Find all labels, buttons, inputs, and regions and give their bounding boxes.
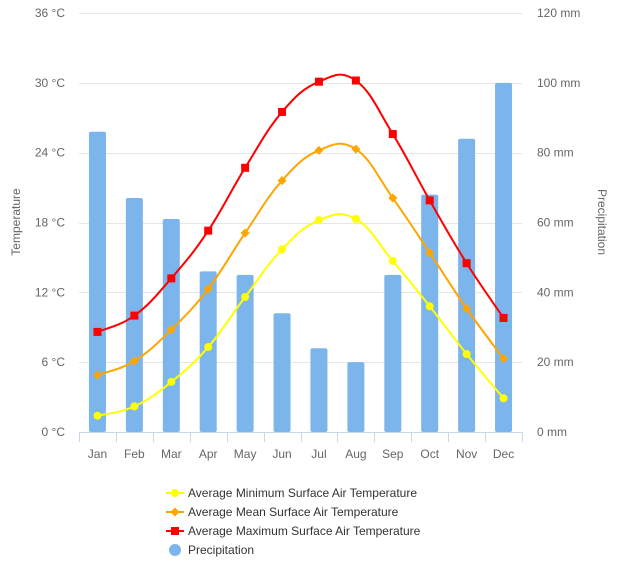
max-temp-line — [97, 73, 505, 333]
grid-lines — [79, 13, 522, 433]
left-tick-label: 30 °C — [35, 76, 65, 90]
min-temp-point — [167, 377, 176, 386]
legend-item[interactable]: Average Minimum Surface Air Temperature — [166, 486, 417, 500]
x-tick-label: Aug — [345, 447, 366, 461]
legend-label: Average Maximum Surface Air Temperature — [188, 524, 421, 538]
left-tick-label: 6 °C — [42, 355, 66, 369]
min-temp-line — [97, 213, 505, 417]
precipitation-bar — [88, 131, 106, 432]
right-tick-label: 80 mm — [537, 146, 574, 160]
x-tick-label: Mar — [161, 447, 182, 461]
left-tick-label: 18 °C — [35, 216, 65, 230]
max-temp-point — [204, 226, 213, 235]
left-tick-label: 12 °C — [35, 285, 65, 299]
left-tick-label: 36 °C — [35, 6, 65, 20]
mean-temp-point — [203, 284, 213, 294]
max-temp-point — [130, 311, 139, 320]
max-temp-point — [351, 76, 360, 85]
x-tick-label: Jul — [311, 447, 326, 461]
precipitation-bar — [421, 194, 439, 432]
mean-temp-point — [240, 228, 250, 238]
left-tick-label: 0 °C — [42, 425, 66, 439]
mean-temp-point — [462, 304, 472, 314]
right-tick-label: 0 mm — [537, 425, 567, 439]
legend: Average Minimum Surface Air Temperature A… — [166, 486, 421, 557]
min-temp-point — [462, 350, 471, 359]
min-temp-point — [241, 292, 250, 301]
precipitation-bar — [384, 274, 402, 432]
max-temp-point — [93, 327, 102, 336]
x-tick-label: May — [234, 447, 257, 461]
precipitation-bar — [236, 274, 254, 432]
x-tick-label: Oct — [420, 447, 439, 461]
right-axis-title: Precipitation — [595, 189, 609, 255]
precipitation-bar — [199, 271, 217, 432]
mean-temp-point — [166, 325, 176, 335]
x-tick-label: Jan — [88, 447, 107, 461]
legend-item[interactable]: Precipitation — [169, 543, 254, 557]
min-temp-point — [278, 245, 287, 254]
precipitation-bars — [88, 82, 513, 432]
x-tick-label: Nov — [456, 447, 477, 461]
legend-label: Average Mean Surface Air Temperature — [188, 505, 399, 519]
legend-marker-symbol — [171, 489, 179, 497]
legend-label: Average Minimum Surface Air Temperature — [188, 486, 417, 500]
min-temp-point — [204, 343, 213, 352]
legend-marker-symbol — [170, 507, 180, 517]
precipitation-bar — [273, 313, 291, 432]
precipitation-bar — [458, 138, 476, 432]
right-axis-ticks: 0 mm 20 mm 40 mm 60 mm 80 mm 100 mm 120 mm — [537, 6, 580, 439]
right-tick-label: 120 mm — [537, 6, 580, 20]
max-temp-point — [167, 274, 176, 283]
max-temp-point — [462, 259, 471, 268]
min-temp-point — [388, 256, 397, 265]
min-temp-point — [499, 394, 508, 403]
x-tick-label: Jun — [272, 447, 291, 461]
mean-temp-point — [499, 354, 509, 364]
precipitation-bar — [495, 82, 513, 432]
left-tick-label: 24 °C — [35, 146, 65, 160]
precipitation-bar — [347, 362, 365, 432]
mean-temp-point — [425, 248, 435, 258]
x-tick-label: Apr — [199, 447, 218, 461]
max-temp-point — [425, 196, 434, 205]
min-temp-point — [93, 411, 102, 420]
x-tick-label: Sep — [382, 447, 404, 461]
max-temp-point — [388, 130, 397, 139]
max-temp-point — [314, 77, 323, 86]
right-tick-label: 60 mm — [537, 216, 574, 230]
mean-temp-line — [97, 142, 505, 376]
min-temp-point — [314, 216, 323, 225]
right-tick-label: 100 mm — [537, 76, 580, 90]
legend-circle-symbol — [169, 544, 181, 556]
mean-temp-point — [314, 145, 324, 155]
right-tick-label: 20 mm — [537, 355, 574, 369]
mean-temp-point — [351, 144, 361, 154]
left-axis-title: Temperature — [9, 188, 23, 256]
max-temp-point — [278, 107, 287, 116]
x-tick-label: Dec — [493, 447, 514, 461]
precipitation-bar — [310, 348, 328, 432]
min-temp-point — [425, 302, 434, 311]
temperature-lines — [92, 73, 509, 420]
x-tick-label: Feb — [124, 447, 145, 461]
mean-temp-point — [129, 356, 139, 366]
max-temp-point — [499, 313, 508, 322]
legend-label: Precipitation — [188, 543, 254, 557]
legend-item[interactable]: Average Maximum Surface Air Temperature — [166, 524, 421, 538]
legend-marker-symbol — [171, 527, 179, 535]
min-temp-point — [130, 402, 139, 411]
mean-temp-point — [92, 370, 102, 380]
left-axis-ticks: 0 °C 6 °C 12 °C 18 °C 24 °C 30 °C 36 °C — [35, 6, 65, 439]
max-temp-point — [241, 163, 250, 172]
right-tick-label: 40 mm — [537, 285, 574, 299]
mean-temp-point — [388, 193, 398, 203]
mean-temp-point — [277, 176, 287, 186]
legend-item[interactable]: Average Mean Surface Air Temperature — [166, 505, 399, 519]
x-axis-ticks: Jan Feb Mar Apr May Jun Jul Aug Sep Oct Nov Dec — [79, 432, 523, 461]
min-temp-point — [351, 215, 360, 224]
